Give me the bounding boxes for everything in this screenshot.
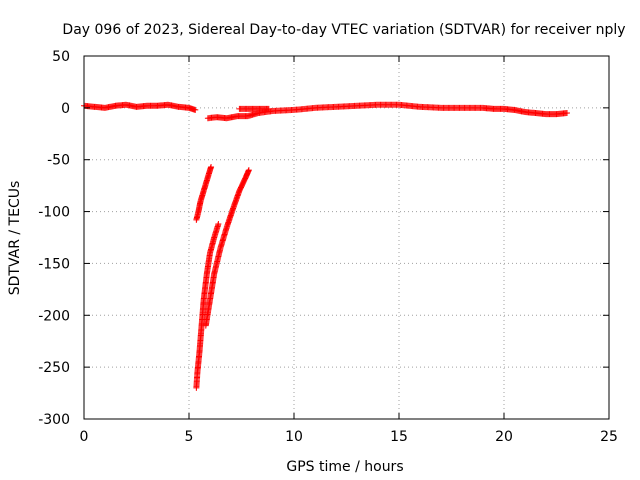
- y-tick-label: -250: [38, 360, 70, 376]
- y-tick-label: 50: [52, 49, 70, 65]
- x-tick-label: 5: [185, 429, 194, 445]
- y-tick-label: -50: [47, 153, 70, 169]
- x-tick-label: 15: [390, 429, 408, 445]
- y-tick-label: -100: [38, 205, 70, 221]
- data-series: [193, 163, 215, 223]
- x-tick-label: 0: [80, 429, 89, 445]
- x-axis-label: GPS time / hours: [286, 459, 403, 475]
- y-tick-label: 0: [61, 101, 70, 117]
- data-series: [236, 105, 272, 112]
- data-series: [204, 101, 570, 122]
- plot-frame: [83, 55, 610, 420]
- data-series: [202, 167, 252, 329]
- data-points: [81, 101, 570, 391]
- y-tick-label: -150: [38, 256, 70, 272]
- x-tick-label: 10: [285, 429, 303, 445]
- axis-ticks: 0 5 10 15 20 25 -300 -250 -200 -150 -100 -50 0 50: [38, 49, 618, 445]
- x-tick-label: 25: [600, 429, 618, 445]
- y-axis-label: SDTVAR / TECUs: [7, 181, 23, 296]
- y-tick-label: -300: [38, 412, 70, 428]
- x-tick-label: 20: [495, 429, 513, 445]
- y-tick-label: -200: [38, 308, 70, 324]
- chart-title: Day 096 of 2023, Sidereal Day-to-day VTE…: [62, 22, 625, 38]
- grid-lines: [84, 56, 609, 419]
- data-series: [81, 101, 199, 113]
- data-series: [193, 221, 222, 391]
